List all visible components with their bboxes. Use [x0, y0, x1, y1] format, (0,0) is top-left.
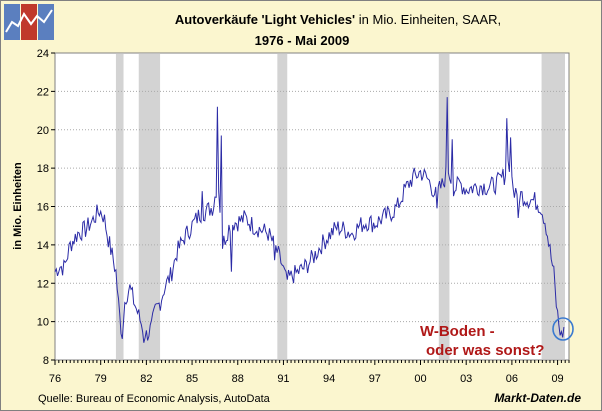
plot-area: [54, 52, 570, 361]
chart-title-line1: Autoverkäufe 'Light Vehicles' in Mio. Ei…: [175, 12, 501, 27]
y-tick-label-8: 8: [43, 355, 49, 367]
y-tick-label-22: 22: [37, 86, 49, 98]
y-tick-label-16: 16: [37, 202, 49, 214]
x-tick-label-79: 79: [95, 373, 107, 385]
x-tick-label-76: 76: [49, 373, 61, 385]
recession-band-4: [438, 54, 450, 359]
chart-title-rest: in Mio. Einheiten, SAAR,: [355, 12, 501, 27]
x-tick-label-85: 85: [186, 373, 198, 385]
x-tick-label-94: 94: [323, 373, 335, 385]
y-axis-label: in Mio. Einheiten: [12, 162, 24, 250]
y-tick-label-12: 12: [37, 278, 49, 290]
x-tick-label-97: 97: [369, 373, 381, 385]
chart-title-bold: Autoverkäufe 'Light Vehicles': [175, 12, 355, 27]
recession-band-2: [138, 54, 161, 359]
y-tick-label-18: 18: [37, 163, 49, 175]
chart-subtitle: 1976 - Mai 2009: [255, 33, 350, 48]
x-tick-label-91: 91: [277, 373, 289, 385]
series-layer: [54, 97, 565, 343]
trough-highlight-circle: [552, 317, 574, 341]
x-tick-label-88: 88: [232, 373, 244, 385]
x-tick-label-06: 06: [506, 373, 518, 385]
y-tick-label-10: 10: [37, 317, 49, 329]
series-line-1: [54, 97, 565, 343]
brand-label: Markt-Daten.de: [494, 391, 581, 405]
x-axis-ticks: 76 79 82 85 88 91 94 97 00 03 06 09: [49, 360, 570, 385]
y-tick-label-24: 24: [37, 48, 49, 60]
x-tick-label-03: 03: [460, 373, 472, 385]
x-tick-label-00: 00: [414, 373, 426, 385]
source-note: Quelle: Bureau of Economic Analysis, Aut…: [38, 393, 271, 405]
chart-logo-icon: [4, 4, 54, 40]
y-tick-label-20: 20: [37, 125, 49, 137]
x-tick-label-82: 82: [140, 373, 152, 385]
recession-band-1: [115, 54, 124, 359]
x-tick-label-09: 09: [551, 373, 563, 385]
annotation-line-1: W-Boden -: [420, 323, 495, 340]
annotation-line-2: oder was sonst?: [426, 342, 544, 359]
recession-band-3: [277, 54, 288, 359]
y-tick-label-14: 14: [37, 240, 49, 252]
y-axis-ticks: 8 10 12 14 16 18 20 22 24: [37, 48, 55, 367]
